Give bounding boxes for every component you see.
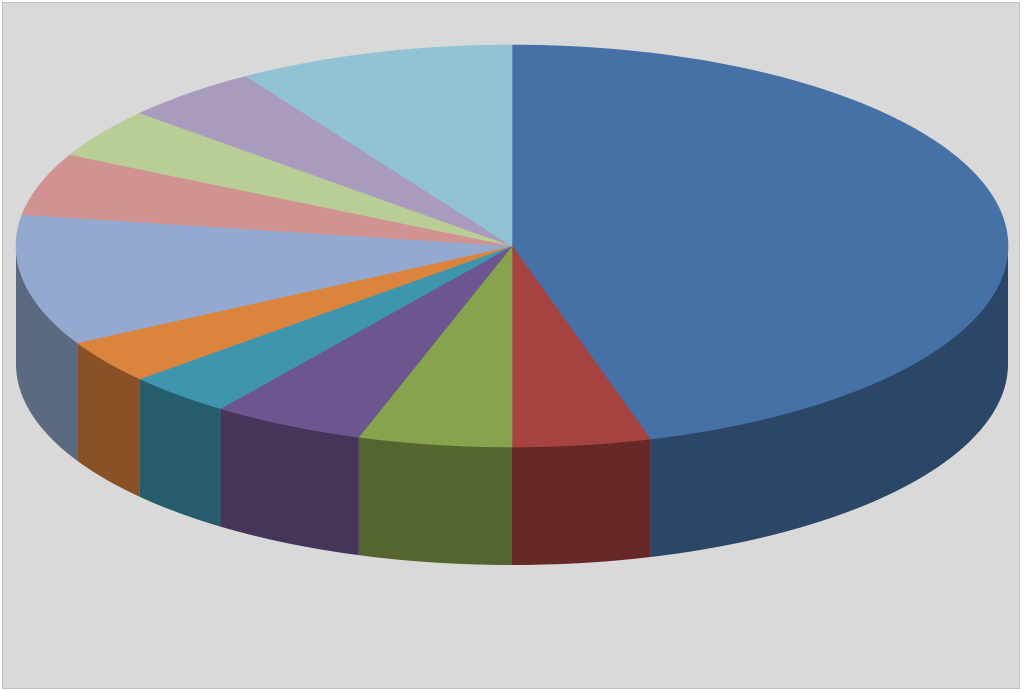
pie-slice-8 <box>21 154 513 247</box>
pie-slice-5 <box>139 245 513 409</box>
pie-slice-side-3 <box>358 437 512 565</box>
pie-slice-2 <box>511 245 651 448</box>
pie-slice-7 <box>15 214 513 344</box>
pie-slice-4 <box>219 245 513 438</box>
pie-slice-side-7 <box>16 246 78 461</box>
pie-slice-side-1 <box>650 246 1008 558</box>
pie-slice-side-4 <box>220 408 359 556</box>
pie-slice-11 <box>245 44 513 247</box>
pie-slice-side-2 <box>512 439 651 565</box>
pie-chart <box>15 44 1009 565</box>
pie-slice-9 <box>69 112 513 247</box>
pie-slice-10 <box>139 75 513 247</box>
pie-slice-1 <box>511 44 1009 440</box>
pie-slice-side-6 <box>77 342 140 497</box>
pie-top-faces <box>15 44 1009 448</box>
pie-slice-6 <box>76 245 513 380</box>
pie-slice-3 <box>358 245 513 448</box>
pie-side-walls <box>16 246 1008 565</box>
pie-slice-side-5 <box>139 378 221 527</box>
